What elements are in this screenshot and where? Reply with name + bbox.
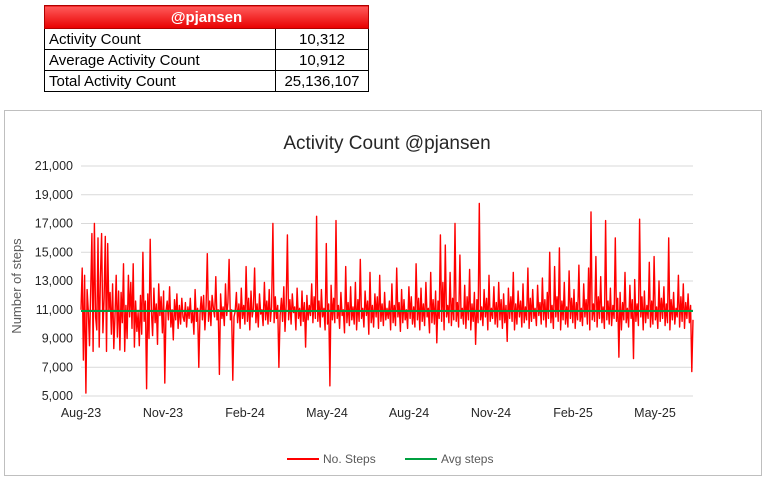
x-tick-label: Feb-24 — [225, 406, 265, 420]
x-tick-label: Aug-23 — [61, 406, 101, 420]
y-tick-label: 5,000 — [42, 389, 73, 403]
x-tick-label: Nov-23 — [143, 406, 183, 420]
y-tick-label: 17,000 — [35, 217, 73, 231]
summary-value: 10,312 — [275, 28, 369, 50]
chart-svg: Activity Count @pjansen Number of steps … — [9, 133, 694, 466]
y-tick-label: 15,000 — [35, 245, 73, 259]
y-tick-label: 21,000 — [35, 159, 73, 173]
x-tick-label: May-25 — [634, 406, 676, 420]
summary-header-row: @pjansen — [44, 5, 369, 29]
legend-label-avg: Avg steps — [441, 452, 493, 466]
y-tick-label: 7,000 — [42, 360, 73, 374]
x-tick-label: May-24 — [306, 406, 348, 420]
summary-value: 25,136,107 — [275, 70, 369, 92]
y-tick-label: 9,000 — [42, 332, 73, 346]
summary-label: Activity Count — [44, 28, 276, 50]
series-line-steps — [80, 202, 694, 394]
summary-value: 10,912 — [275, 49, 369, 71]
summary-label: Average Activity Count — [44, 49, 276, 71]
plot-area — [80, 202, 694, 394]
legend-label-steps: No. Steps — [323, 452, 376, 466]
legend: No. Steps Avg steps — [287, 452, 493, 466]
summary-table: @pjansen Activity Count 10,312 Average A… — [44, 5, 369, 92]
summary-row: Total Activity Count 25,136,107 — [44, 70, 369, 92]
y-tick-label: 11,000 — [36, 303, 73, 317]
summary-row: Activity Count 10,312 — [44, 28, 369, 50]
y-tick-labels: 5,000 7,000 9,000 11,000 13,000 15,000 17,000 1… — [35, 159, 73, 403]
chart-title: Activity Count @pjansen — [283, 133, 490, 154]
summary-row: Average Activity Count 10,912 — [44, 49, 369, 71]
summary-title: @pjansen — [44, 5, 369, 29]
summary-label: Total Activity Count — [44, 70, 276, 92]
chart-panel: Activity Count @pjansen Number of steps … — [4, 110, 762, 476]
y-tick-label: 19,000 — [35, 188, 73, 202]
x-tick-label: Aug-24 — [389, 406, 429, 420]
y-tick-label: 13,000 — [35, 274, 73, 288]
x-tick-labels: Aug-23 Nov-23 Feb-24 May-24 Aug-24 Nov-24 Feb-… — [61, 406, 676, 420]
x-tick-label: Feb-25 — [553, 406, 593, 420]
y-axis-label: Number of steps — [9, 238, 24, 334]
x-tick-label: Nov-24 — [471, 406, 511, 420]
